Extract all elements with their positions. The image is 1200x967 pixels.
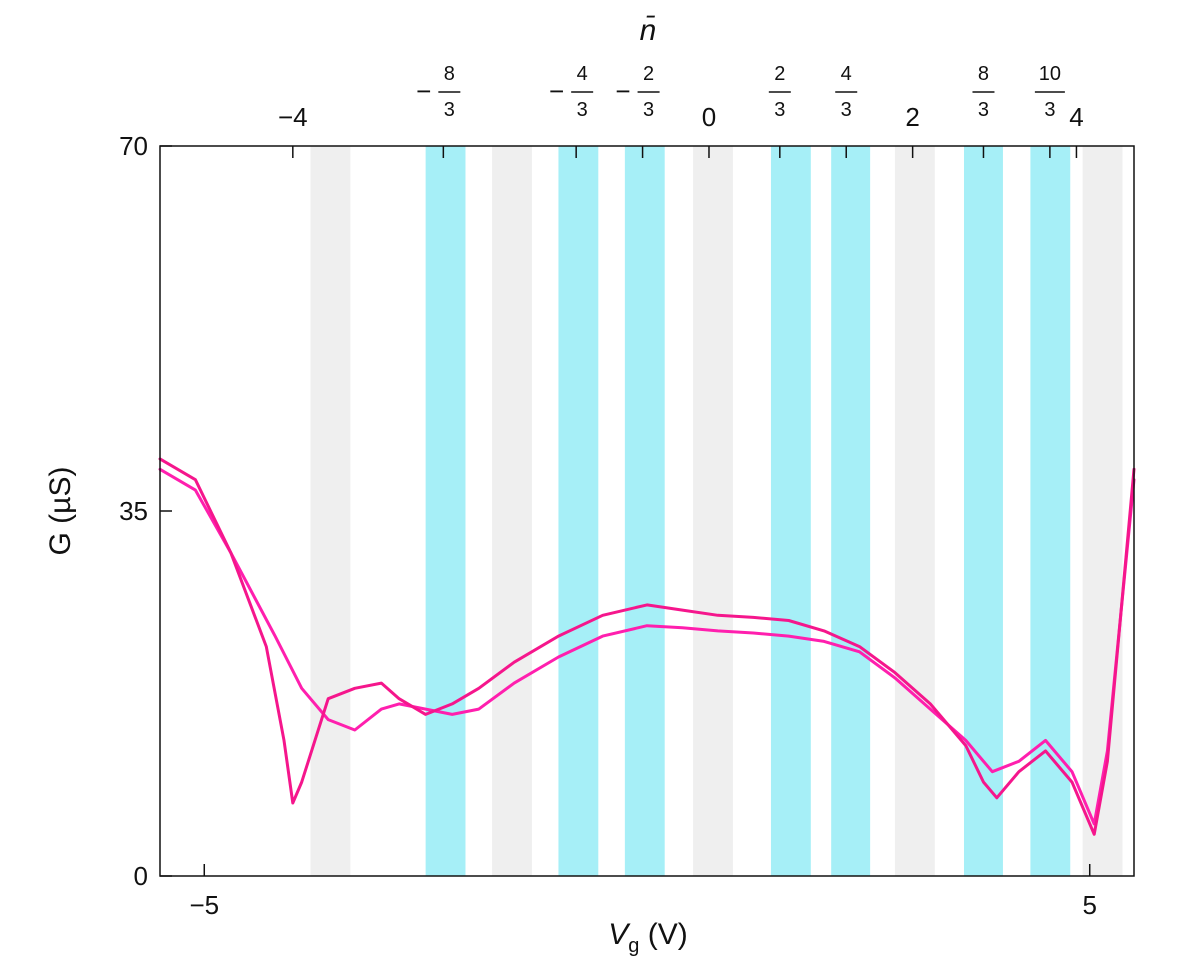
- y-tick-label-1: 35: [119, 496, 148, 526]
- x-tick-label-1: 5: [1082, 890, 1096, 920]
- top-tick-denominator-9: 3: [1044, 99, 1055, 121]
- top-tick-label-1: 8 3−: [416, 63, 461, 121]
- top-tick-numerator-8: 8: [978, 63, 989, 85]
- top-tick-label-6: 43: [835, 63, 858, 121]
- series-line-0: [158, 467, 1136, 826]
- band-integer-8: [894, 146, 935, 876]
- top-tick-denominator-6: 3: [841, 99, 852, 121]
- band-fractional-9: [963, 146, 1003, 876]
- top-tick-label-10: 4: [1069, 102, 1083, 132]
- top-tick-label-9: 10 3: [1034, 63, 1065, 121]
- top-tick-numerator-5: 2: [774, 63, 785, 85]
- band-fractional-7: [831, 146, 871, 876]
- top-tick-numerator-2: 4: [577, 63, 588, 85]
- band-fractional-4: [624, 146, 665, 876]
- top-tick-denominator-1: 3: [444, 99, 455, 121]
- top-tick-label-3: 2 3−: [615, 63, 660, 121]
- y-tick-label-0: 0: [134, 861, 148, 891]
- band-integer-0: [310, 146, 351, 876]
- top-tick-numerator-1: 8: [444, 63, 455, 85]
- top-tick-label-4: 0: [702, 102, 716, 132]
- conductance-curves: [158, 457, 1136, 836]
- band-integer-2: [492, 146, 532, 876]
- x-axis-title-sub: g: [628, 935, 639, 957]
- top-tick-sign-3: −: [615, 76, 630, 106]
- x-axis-title-unit: (V): [648, 918, 688, 951]
- top-tick-denominator-2: 3: [577, 99, 588, 121]
- band-fractional-3: [558, 146, 599, 876]
- top-tick-denominator-5: 3: [774, 99, 785, 121]
- x-axis-ticks: −5 5: [189, 864, 1097, 920]
- top-tick-label-0: −4: [278, 102, 308, 132]
- band-integer-11: [1082, 146, 1123, 876]
- top-tick-numerator-3: 2: [643, 63, 654, 85]
- x-axis-title-space: [639, 918, 647, 951]
- band-fractional-6: [770, 146, 811, 876]
- top-tick-sign-1: −: [416, 76, 431, 106]
- top-tick-label-2: 4 3−: [549, 63, 594, 121]
- x-tick-label-0: −5: [189, 890, 219, 920]
- x-axis-title: Vg (V): [608, 918, 687, 957]
- top-axis-title: n̄: [640, 14, 657, 47]
- top-tick-denominator-8: 3: [978, 99, 989, 121]
- band-fractional-1: [425, 146, 466, 876]
- top-tick-numerator-6: 4: [841, 63, 852, 85]
- band-integer-5: [693, 146, 733, 876]
- series-line-1: [158, 457, 1136, 836]
- y-axis-title: G (µS): [44, 467, 77, 556]
- top-tick-numerator-9: 10: [1039, 63, 1061, 85]
- top-tick-label-8: 83: [972, 63, 995, 121]
- y-axis-ticks: 0 35 70: [119, 131, 172, 891]
- top-tick-sign-2: −: [549, 76, 564, 106]
- x-axis-title-var: V: [608, 918, 631, 951]
- top-tick-denominator-3: 3: [643, 99, 654, 121]
- top-tick-label-5: 23: [768, 63, 791, 121]
- band-fractional-10: [1030, 146, 1071, 876]
- filling-bands: [310, 146, 1123, 876]
- top-tick-label-7: 2: [905, 102, 919, 132]
- y-tick-label-2: 70: [119, 131, 148, 161]
